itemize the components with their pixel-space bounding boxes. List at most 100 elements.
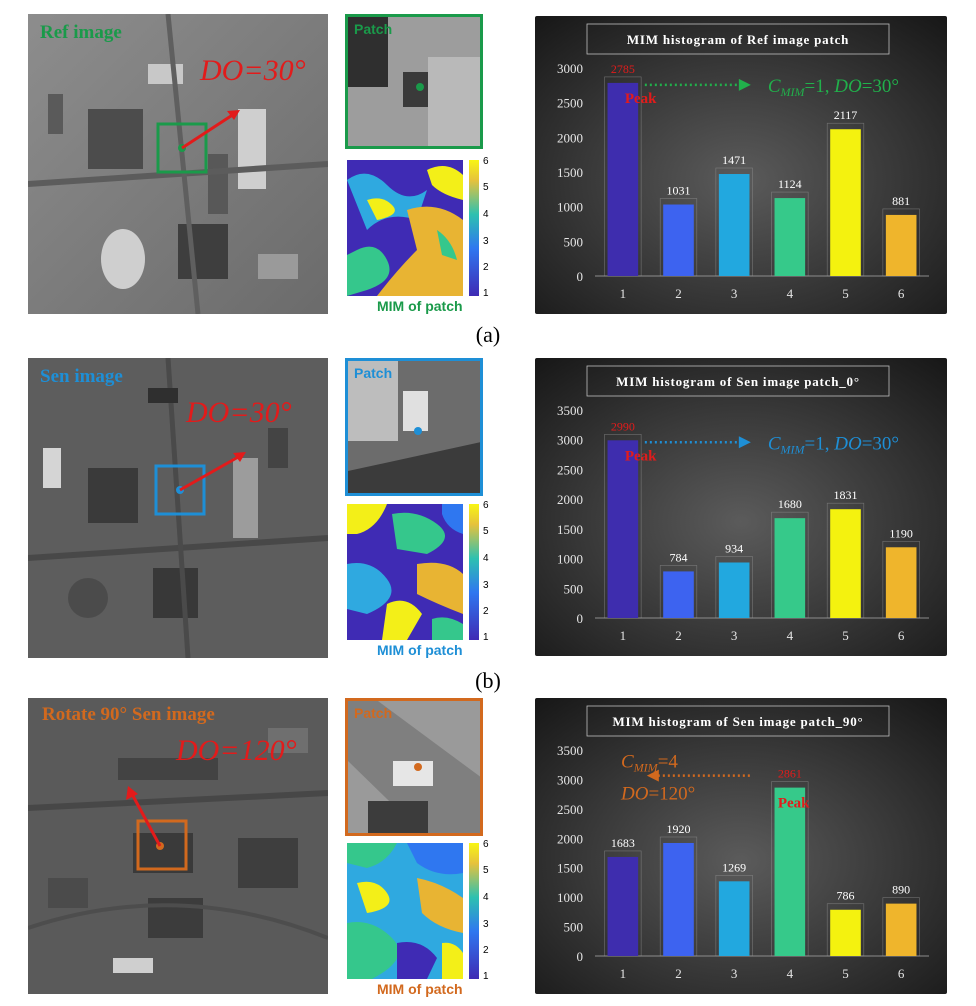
patch-box: [154, 464, 206, 516]
x-tick-label: 3: [731, 628, 738, 643]
patch-box: [156, 122, 208, 174]
dominant-orientation-label: DO=120°: [176, 734, 297, 767]
bar: [663, 204, 694, 276]
dominant-orientation-label: DO=30°: [200, 54, 306, 87]
data-label: 1683: [611, 836, 635, 850]
x-tick-label: 6: [898, 628, 905, 643]
colorbar: [469, 504, 479, 640]
mim-map-block: MIM of patch 6 5 4 3 2 1: [347, 500, 497, 664]
bar: [774, 787, 806, 956]
data-label: 2117: [834, 108, 858, 122]
data-label: 1471: [722, 153, 746, 167]
patch-title: Patch: [354, 365, 393, 381]
x-tick-label: 5: [842, 628, 849, 643]
image-title: Rotate 90° Sen image: [42, 704, 215, 725]
image-title: Ref image: [40, 22, 122, 43]
orientation-arrow: [181, 112, 235, 150]
y-tick-label: 2000: [557, 831, 583, 846]
mim-title: MIM of patch: [377, 642, 463, 658]
x-tick-label: 3: [731, 286, 738, 301]
satellite-image-drawing: [28, 14, 328, 314]
bar: [830, 509, 861, 618]
mim-map: [347, 160, 479, 296]
y-tick-label: 2500: [557, 96, 583, 111]
title-box: [586, 23, 890, 55]
y-tick-label: 1000: [557, 890, 583, 905]
bar: [663, 571, 694, 618]
y-tick-label: 2500: [557, 462, 583, 477]
y-tick-label: 2000: [557, 492, 583, 507]
histogram-card-b: MIM histogram of Sen image patch_0° 0 500 1…: [535, 358, 947, 656]
patch-box: [136, 819, 188, 871]
y-tick-label: 500: [564, 581, 584, 596]
bar: [607, 440, 639, 618]
data-label: 2861: [778, 767, 802, 781]
data-label: 786: [837, 889, 855, 903]
bar: [663, 842, 694, 956]
chart-title: MIM histogram of Ref image patch: [627, 32, 849, 47]
data-label: 1031: [667, 184, 691, 198]
annotation-text: CMIM=1, DO=30°: [768, 433, 899, 456]
y-tick-label: 2500: [557, 802, 583, 817]
y-tick-label: 2000: [557, 130, 583, 145]
y-tick-label: 1000: [557, 552, 583, 567]
bar: [830, 129, 861, 276]
arrow-head: [126, 786, 138, 800]
panel-a: Ref image DO=30° Patch: [0, 0, 976, 350]
data-label: 881: [892, 194, 910, 208]
title-box: [586, 705, 890, 737]
title-box: [586, 365, 890, 397]
dominant-orientation-label: DO=30°: [186, 396, 292, 429]
x-tick-label: 1: [620, 966, 627, 981]
y-tick-label: 1000: [557, 200, 583, 215]
x-tick-label: 2: [675, 628, 682, 643]
patch-image: Patch: [345, 14, 483, 149]
mim-title: MIM of patch: [377, 981, 463, 997]
x-tick-label: 3: [731, 966, 738, 981]
data-label: 2990: [611, 419, 635, 433]
annotation-arrow-head: [738, 78, 751, 91]
x-tick-label: 1: [620, 628, 627, 643]
chart-title: MIM histogram of Sen image patch_0°: [616, 374, 860, 389]
x-tick-label: 6: [898, 966, 905, 981]
image-title: Sen image: [40, 366, 123, 387]
peak-label: Peak: [625, 91, 657, 107]
bar: [774, 518, 806, 618]
mim-map-block: MIM of patch 6 5 4 3 2 1: [347, 156, 497, 320]
histogram-chart-b: MIM histogram of Sen image patch_0° 0 500 1…: [535, 358, 947, 656]
data-label: 1680: [778, 497, 802, 511]
orientation-arrow: [179, 454, 241, 492]
bar: [607, 856, 639, 956]
chart-title: MIM histogram of Sen image patch_90°: [612, 714, 863, 729]
data-label: 934: [725, 541, 743, 555]
y-tick-label: 1500: [557, 165, 583, 180]
patch-title: Patch: [354, 705, 393, 721]
orientation-arrow: [130, 793, 162, 847]
x-tick-label: 2: [675, 966, 682, 981]
colorbar-ticks: 6 5 4 3 2 1: [483, 500, 489, 643]
histogram-chart-a: MIM histogram of Ref image patch 0 500 1000…: [535, 16, 947, 314]
y-tick-label: 500: [564, 920, 584, 935]
patch-image: Patch: [345, 698, 483, 836]
sen-satellite-image: Sen image DO=30°: [28, 358, 328, 658]
x-tick-label: 1: [620, 286, 627, 301]
bar: [885, 214, 917, 276]
y-tick-label: 3000: [557, 433, 583, 448]
colorbar-ticks: 6 5 4 3 2 1: [483, 156, 489, 299]
data-label: 1269: [722, 860, 746, 874]
x-tick-label: 5: [842, 286, 849, 301]
peak-label: Peak: [778, 796, 810, 812]
histogram-card-c: MIM histogram of Sen image patch_90° 0 500…: [535, 698, 947, 994]
panel-b: Sen image DO=30° Patch: [0, 350, 976, 695]
colorbar: [469, 160, 479, 296]
y-tick-label: 3000: [557, 61, 583, 76]
y-tick-label: 0: [577, 611, 584, 626]
y-tick-label: 500: [564, 234, 584, 249]
x-tick-label: 4: [787, 966, 794, 981]
patch-title: Patch: [354, 21, 393, 37]
x-tick-label: 4: [787, 286, 794, 301]
annotation-arrow-head: [646, 769, 659, 782]
y-tick-label: 3000: [557, 772, 583, 787]
ref-satellite-image: Ref image DO=30°: [28, 14, 328, 314]
arrow-head: [233, 452, 246, 462]
